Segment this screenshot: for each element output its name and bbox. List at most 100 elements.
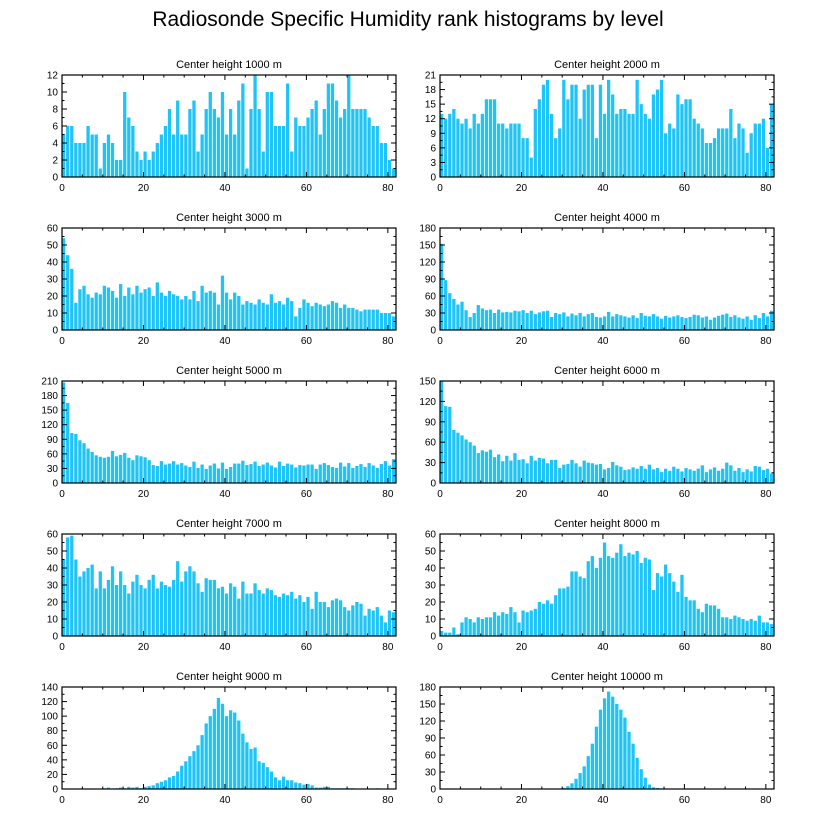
panel-center-height-10000-m-ytick-label-60: 60 xyxy=(425,751,437,762)
panel-center-height-2000-m-bar-4 xyxy=(452,109,456,177)
panel-center-height-4000-m-bar-41 xyxy=(602,316,607,330)
panel-center-height-1000-m-bar-53 xyxy=(273,126,278,177)
panel-center-height-2000-m-bar-7 xyxy=(464,118,468,177)
panel-center-height-2000-m-bar-53 xyxy=(651,94,656,177)
panel-center-height-7000-m-bar-69 xyxy=(338,600,343,636)
panel-center-height-8000-m-bar-63 xyxy=(692,600,696,636)
panel-center-height-5000-m-bar-56 xyxy=(286,463,290,483)
panel-center-height-9000-m-xtick-label-80: 80 xyxy=(382,795,394,806)
panel-center-height-5000-m-bar-78 xyxy=(375,467,379,483)
panel-center-height-3000-m-bar-29 xyxy=(176,296,180,330)
panel-center-height-4000-m-bar-54 xyxy=(655,316,660,330)
panel-center-height-8000-m-bar-1 xyxy=(440,630,444,636)
panel-center-height-9000-m-bar-61 xyxy=(306,783,310,789)
panel-center-height-6000-m-bar-70 xyxy=(721,468,725,483)
panel-center-height-9000-m-bar-50 xyxy=(261,762,265,789)
panel-center-height-6000-m-bar-24 xyxy=(533,460,537,483)
panel-center-height-1000-m-xtick-label-20: 20 xyxy=(138,183,150,194)
panel-center-height-8000-m-bar-56 xyxy=(664,564,668,636)
panel-center-height-2000-m-bar-24 xyxy=(533,109,537,177)
panel-center-height-7000-m-xtick-label-80: 80 xyxy=(382,642,394,653)
panel-center-height-2000-m-bar-20 xyxy=(517,123,521,177)
panel-center-height-3000-m-ytick-label-20: 20 xyxy=(47,292,59,303)
panel-center-height-6000-m-bar-73 xyxy=(733,470,737,483)
panel-center-height-2000-m-ytick-label-3: 3 xyxy=(430,158,436,169)
panel-center-height-9000-m-bar-17 xyxy=(127,786,131,789)
panel-center-height-7000-m-bar-71 xyxy=(347,610,351,636)
panel-center-height-9000-m-bar-58 xyxy=(294,782,298,789)
panel-center-height-1000-m-bar-73 xyxy=(355,109,359,177)
panel-center-height-10000-m-bar-34 xyxy=(574,778,578,789)
panel-center-height-1000-m-bar-64 xyxy=(318,134,322,177)
panel-center-height-8000-m-bar-12 xyxy=(484,617,489,636)
panel-center-height-8000-m-bar-40 xyxy=(598,557,603,636)
panel-center-height-6000-m-bar-18 xyxy=(509,460,513,483)
panel-center-height-3000-m-bar-26 xyxy=(163,296,168,330)
panel-center-height-7000-m-bar-37 xyxy=(208,579,212,636)
panel-center-height-1000-m-bar-36 xyxy=(204,109,208,177)
panel-center-height-6000-m-bar-69 xyxy=(716,470,721,483)
panel-center-height-6000-m-bar-8 xyxy=(468,442,472,483)
panel-center-height-3000-m-bar-15 xyxy=(119,284,123,330)
panel-center-height-4000-m-bar-38 xyxy=(590,313,594,330)
panel-center-height-5000-m-bar-10 xyxy=(98,456,102,483)
panel-center-height-9000-m-ytick-label-100: 100 xyxy=(41,712,58,723)
panel-center-height-3000-m-xtick-label-20: 20 xyxy=(138,336,150,347)
panel-center-height-9000-m-bar-34 xyxy=(196,745,200,789)
panel-center-height-5000-m-bar-39 xyxy=(216,468,221,483)
panel-center-height-5000-m-bar-32 xyxy=(188,466,192,483)
panel-center-height-2000-m-bar-35 xyxy=(578,118,582,177)
panel-center-height-9000-m-bar-44 xyxy=(237,720,241,789)
panel-center-height-1000-m-bar-8 xyxy=(90,134,94,177)
panel-center-height-5000-m-bar-55 xyxy=(281,466,286,483)
panel-center-height-2000-m-bar-59 xyxy=(676,94,680,177)
panel-center-height-4000-m-bar-12 xyxy=(484,310,489,330)
panel-center-height-1000-m-bar-81 xyxy=(387,160,392,177)
panel-center-height-3000-m-bar-66 xyxy=(326,304,331,330)
panel-center-height-7000-m-bar-67 xyxy=(330,600,335,636)
panel-center-height-2000-m-bar-25 xyxy=(537,99,542,177)
panel-center-height-6000-m-bar-22 xyxy=(525,463,529,483)
panel-center-height-7000-m-bar-34 xyxy=(196,583,200,636)
panel-center-height-5000-m-bar-20 xyxy=(139,456,143,483)
panel-center-height-3000-m-bar-79 xyxy=(379,313,383,330)
panel-center-height-8000-m-bar-75 xyxy=(741,619,745,636)
panel-center-height-1000-m-bar-76 xyxy=(367,117,371,177)
panel-center-height-5000-m-xtick-label-80: 80 xyxy=(382,489,394,500)
panel-center-height-4000-m-bar-32 xyxy=(566,316,570,330)
panel-center-height-1000-m-bar-9 xyxy=(94,134,98,177)
panel-center-height-3000-m-bar-77 xyxy=(371,309,375,330)
panel-center-height-8000-m-bar-64 xyxy=(696,608,700,636)
panel-center-height-7000-m-bar-76 xyxy=(367,608,371,636)
panel-center-height-10000-m-bar-38 xyxy=(590,743,594,789)
panel-center-height-1000-m-ytick-label-8: 8 xyxy=(52,105,58,116)
panel-center-height-4000-m-bar-26 xyxy=(541,311,546,330)
panel-center-height-3000-m-bar-21 xyxy=(143,289,147,330)
panel-center-height-7000-m-bar-14 xyxy=(114,585,119,636)
panel-center-height-9000-m-bar-27 xyxy=(167,777,172,789)
panel-center-height-9000-m-bar-37 xyxy=(208,716,212,789)
panel-center-height-3000-m-bar-12 xyxy=(106,287,111,330)
panel-center-height-4000-m-bar-76 xyxy=(745,316,749,330)
panel-center-height-2000-m-bar-58 xyxy=(672,128,676,177)
panel-center-height-6000-m-bar-58 xyxy=(672,466,676,483)
panel-center-height-4000-m-bar-58 xyxy=(672,316,676,330)
panel-center-height-2000-m-bar-79 xyxy=(757,123,761,177)
panel-center-height-2000-m-bar-68 xyxy=(712,138,717,177)
panel-center-height-3000-m-bar-62 xyxy=(310,306,314,330)
panel-center-height-4000-m-bar-42 xyxy=(607,311,611,330)
panel-center-height-3000-m-bar-24 xyxy=(155,282,159,330)
panel-center-height-2000-m-ytick-label-0: 0 xyxy=(430,173,436,184)
panel-center-height-10000-m-bar-33 xyxy=(570,783,574,789)
panel-center-height-2000-m-bar-37 xyxy=(586,84,590,177)
panel-center-height-3000-m-bar-18 xyxy=(131,294,135,330)
panel-center-height-3000-m-bar-68 xyxy=(334,302,339,330)
panel-center-height-4000-m-xtick-label-60: 60 xyxy=(679,336,691,347)
panel-center-height-3000-m-bar-50 xyxy=(261,302,265,330)
panel-center-height-4000-m-bar-35 xyxy=(578,313,582,330)
panel-center-height-2000-m-bar-21 xyxy=(521,138,525,177)
panel-center-height-4000-m-bar-64 xyxy=(696,315,700,330)
panel-center-height-4000-m-bar-80 xyxy=(761,313,766,330)
panel-center-height-3000-m-bar-60 xyxy=(302,299,306,330)
panel-center-height-7000-m-bar-12 xyxy=(106,579,111,636)
